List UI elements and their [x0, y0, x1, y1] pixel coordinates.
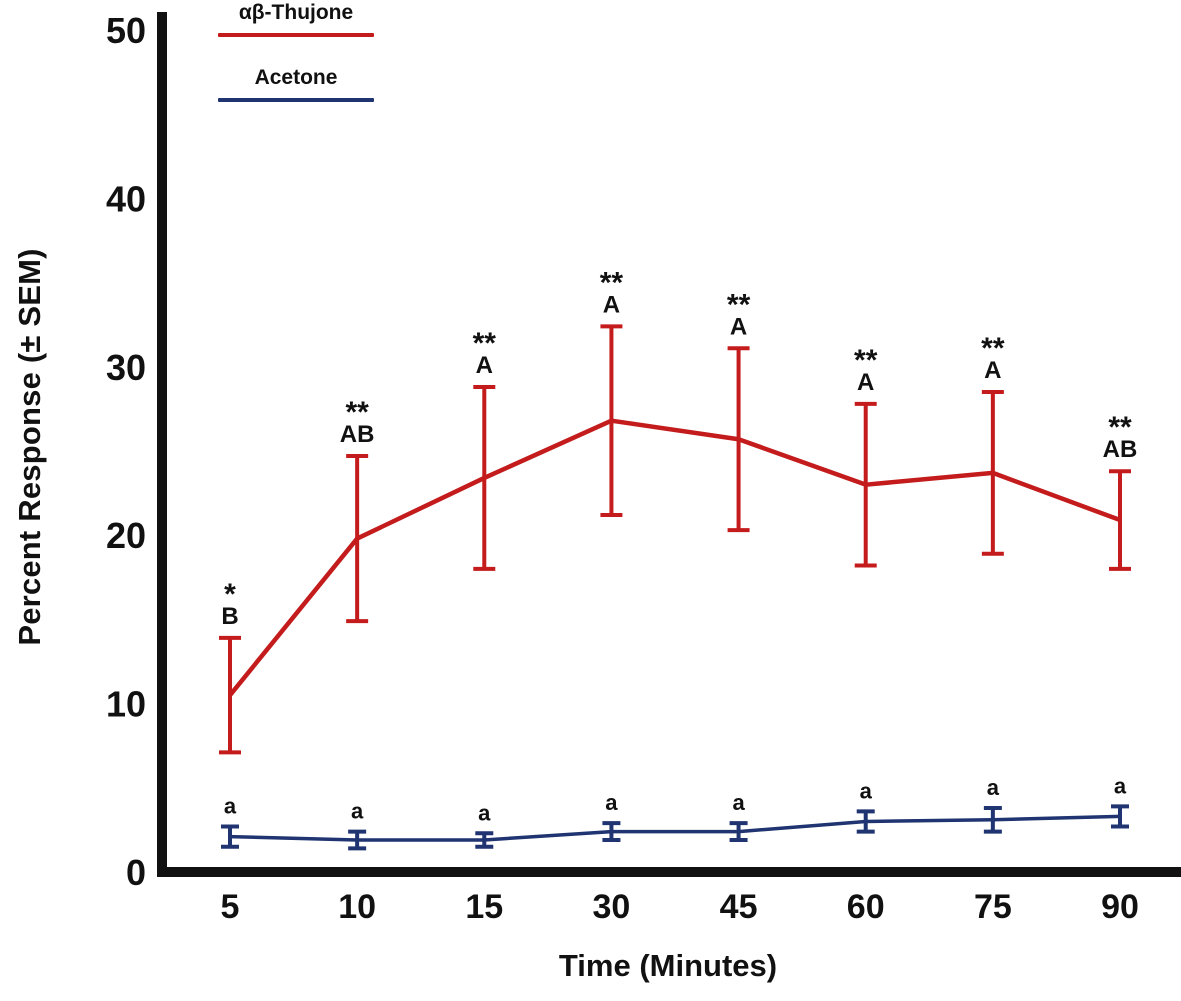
acetone-line: [229, 814, 1121, 842]
letter-annotation: a: [478, 800, 491, 825]
legend-label-acetone: Acetone: [254, 66, 338, 89]
sig-annotation: **: [981, 332, 1005, 365]
legend: αβ-Thujone Acetone: [218, 2, 374, 102]
x-tick-label: 45: [720, 888, 758, 926]
y-tick-label: 0: [126, 852, 146, 893]
thujone-line: [228, 418, 1121, 697]
x-tick-label: 90: [1101, 888, 1139, 926]
y-tick-label: 20: [106, 515, 146, 556]
x-tick-label: 15: [465, 888, 503, 926]
legend-line-thujone: [218, 33, 374, 37]
sig-annotation: **: [600, 266, 624, 299]
legend-label-thujone: αβ-Thujone: [238, 1, 354, 24]
letter-annotation: B: [221, 603, 238, 630]
letter-annotation: a: [732, 790, 745, 815]
sig-annotation: **: [1108, 411, 1132, 444]
letter-annotation: AB: [340, 421, 375, 448]
sig-annotation: **: [854, 344, 878, 377]
x-tick-label: 60: [847, 888, 885, 926]
legend-item-acetone: Acetone: [218, 67, 374, 102]
y-axis-title: Percent Response (± SEM): [12, 248, 47, 646]
sig-annotation: **: [727, 288, 751, 321]
letter-annotation: A: [730, 313, 747, 340]
letter-annotation: a: [351, 799, 364, 824]
sig-annotation: *: [224, 578, 236, 611]
sig-annotation: **: [345, 396, 369, 429]
letter-annotation: AB: [1103, 436, 1138, 463]
letter-annotation: A: [857, 369, 874, 396]
y-tick-label: 40: [106, 178, 146, 219]
y-axis-line: [157, 12, 167, 877]
letter-annotation: A: [476, 352, 493, 379]
letter-annotation: a: [860, 778, 873, 803]
x-tick-label: 10: [338, 888, 376, 926]
x-axis-line: [157, 867, 1181, 877]
letter-annotation: a: [605, 790, 618, 815]
letter-annotation: a: [224, 794, 237, 819]
y-tick-label: 30: [106, 347, 146, 388]
x-tick-label: 5: [221, 888, 240, 926]
y-tick-label: 10: [106, 684, 146, 725]
x-tick-label: 75: [974, 888, 1012, 926]
letter-annotation: a: [987, 775, 1000, 800]
x-axis-title: Time (Minutes): [558, 948, 778, 983]
y-tick-label: 50: [106, 10, 146, 51]
letter-annotation: A: [984, 357, 1001, 384]
legend-line-acetone: [218, 98, 374, 102]
letter-annotation: a: [1114, 773, 1127, 798]
x-tick-label: 30: [593, 888, 631, 926]
sig-annotation: **: [473, 327, 497, 360]
legend-item-thujone: αβ-Thujone: [218, 2, 374, 37]
letter-annotation: A: [603, 291, 620, 318]
